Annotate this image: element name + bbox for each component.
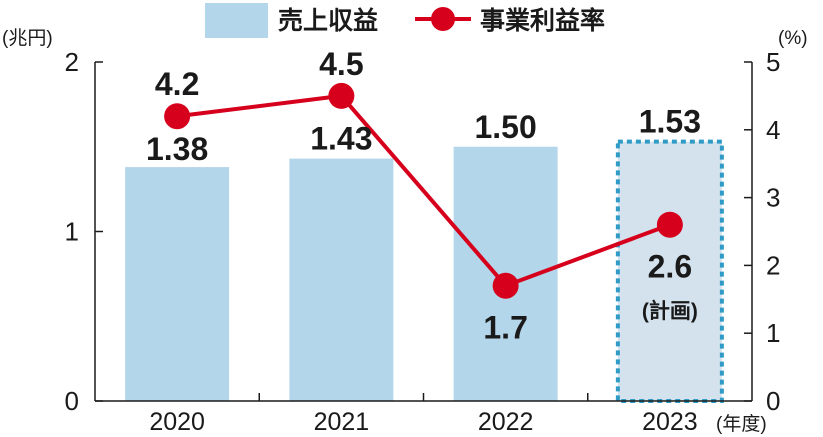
x-axis-ticks: 2020 2021 2022 2023 bbox=[149, 393, 698, 436]
left-tick-label: 2 bbox=[65, 47, 79, 77]
bar-2023 bbox=[615, 139, 724, 403]
right-tick-label: 4 bbox=[766, 115, 780, 145]
right-tick-label: 0 bbox=[766, 386, 780, 416]
legend-label-revenue: 売上収益 bbox=[278, 7, 378, 35]
right-tick-label: 3 bbox=[766, 183, 780, 213]
right-tick-label: 5 bbox=[766, 47, 780, 77]
left-tick-label: 0 bbox=[65, 386, 79, 416]
bar-value-label: 1.53 bbox=[639, 104, 701, 140]
x-tick-label: 2023 bbox=[642, 408, 698, 436]
x-tick-label: 2022 bbox=[478, 408, 534, 436]
x-axis-unit: (年度) bbox=[716, 413, 767, 435]
x-tick-label: 2020 bbox=[149, 408, 205, 436]
margin-point-2020 bbox=[164, 103, 191, 130]
right-axis-unit: (%) bbox=[778, 28, 808, 49]
legend-label-margin: 事業利益率 bbox=[480, 6, 605, 35]
legend-swatch-revenue bbox=[205, 3, 268, 38]
margin-value-label: 1.7 bbox=[483, 310, 527, 346]
right-tick-label: 1 bbox=[766, 318, 780, 348]
legend-swatch-margin-marker bbox=[431, 7, 455, 31]
left-axis-ticks: 0 1 2 bbox=[65, 47, 103, 416]
left-axis-unit: (兆円) bbox=[2, 27, 53, 49]
margin-line bbox=[176, 93, 671, 288]
bar-value-label: 1.38 bbox=[146, 131, 208, 167]
margin-point-2021 bbox=[328, 82, 355, 109]
right-axis-ticks: 0 1 2 3 4 5 bbox=[744, 47, 780, 416]
margin-value-label: 4.2 bbox=[155, 66, 199, 102]
left-tick-label: 1 bbox=[65, 217, 79, 247]
margin-point-2023 bbox=[656, 211, 683, 238]
bar-2020 bbox=[125, 167, 230, 401]
x-tick-label: 2021 bbox=[314, 408, 370, 436]
data-labels: 1.38 1.43 1.50 1.53 4.2 4.5 1.7 2.6 (計画) bbox=[146, 46, 701, 346]
margin-value-label: 2.6 bbox=[648, 249, 692, 285]
margin-value-label: 4.5 bbox=[319, 46, 363, 82]
margin-point-2022 bbox=[492, 272, 519, 299]
right-tick-label: 2 bbox=[766, 250, 780, 280]
bar-2021 bbox=[289, 158, 394, 401]
revenue-bars bbox=[125, 139, 724, 403]
bar-value-label: 1.43 bbox=[310, 121, 372, 157]
margin-line-series bbox=[164, 82, 683, 299]
plan-annotation: (計画) bbox=[642, 299, 698, 323]
bar-value-label: 1.50 bbox=[474, 109, 536, 145]
legend: 売上収益 事業利益率 bbox=[205, 3, 605, 38]
